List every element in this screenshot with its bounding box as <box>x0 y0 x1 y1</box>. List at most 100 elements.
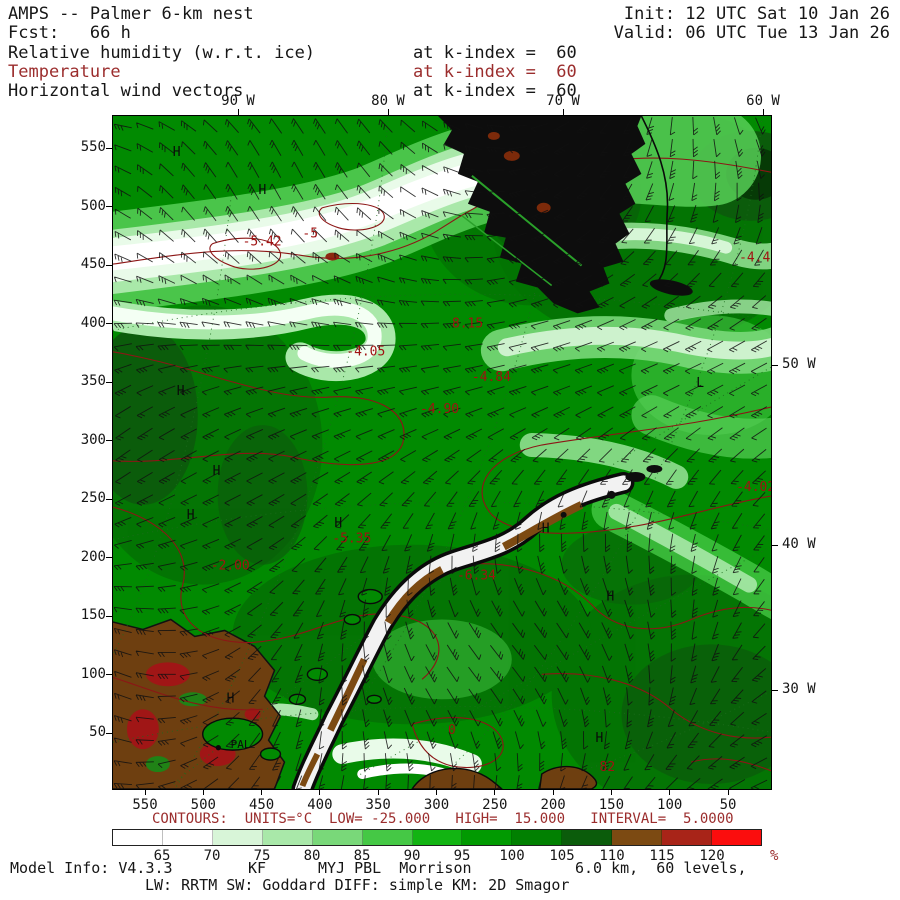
axis-tick <box>237 109 239 115</box>
axis-tick <box>552 790 554 795</box>
colorbar-cell <box>162 830 213 845</box>
contour-value-label: -5.35 <box>332 532 371 547</box>
colorbar-cell <box>262 830 313 845</box>
contour-value-label: -2.00 <box>211 559 250 574</box>
axis-tick <box>106 674 112 675</box>
contour-value-label: 0 <box>448 723 456 738</box>
model-info-segment: 6.0 km, 60 levels, <box>575 859 747 877</box>
axis-tick <box>610 790 612 795</box>
axis-tick <box>202 790 204 795</box>
colorbar-tick-label: 120 <box>699 848 725 864</box>
y-axis-label: 200 <box>80 548 106 565</box>
contour-value-label: -4.90 <box>420 402 459 417</box>
colorbar-cell <box>612 830 663 845</box>
axis-tick <box>106 381 112 383</box>
axis-tick <box>106 440 112 441</box>
x-axis-label: 150 <box>598 797 625 813</box>
top-longitude-label: 80 W <box>371 93 405 109</box>
top-longitude-label: 90 W <box>221 93 255 109</box>
axis-tick <box>106 732 112 734</box>
axis-tick <box>377 790 379 795</box>
field-level-label: at k-index = 60 <box>413 43 577 63</box>
axis-tick <box>106 147 112 149</box>
axis-tick <box>494 790 496 795</box>
axis-tick <box>436 790 437 795</box>
map-panel: H H -5 -5.42 8.15 -4.84 -4.05 -4.90 H H H H -5.35 -2.… <box>112 115 772 790</box>
colorbar-tick-label: 100 <box>499 848 525 864</box>
field-label: Temperature <box>8 62 121 82</box>
colorbar <box>112 829 762 846</box>
top-longitude-label: 60 W <box>746 93 780 109</box>
map-svg: HH-5-5.428.15-4.84-4.05-4.90HHHH-5.35-2.… <box>113 116 771 789</box>
colorbar-cell <box>212 830 263 845</box>
colorbar-tick-label: 105 <box>549 848 575 864</box>
humidity-shading <box>113 116 771 789</box>
x-axis-label: 450 <box>248 797 275 813</box>
pressure-extremum-label: L <box>696 376 704 391</box>
model-info-segment: MYJ PBL Morrison <box>318 859 472 877</box>
colorbar-cell <box>312 830 363 845</box>
axis-tick <box>319 790 321 795</box>
colorbar-tick-label: 110 <box>599 848 625 864</box>
pressure-extremum-label: H <box>259 183 267 198</box>
field-level-label: at k-index = 60 <box>413 62 577 82</box>
pressure-extremum-label: H <box>177 384 185 399</box>
model-info-segment: KF <box>248 859 267 877</box>
physics-info: LW: RRTM SW: Goddard DIFF: simple KM: 2D… <box>145 876 570 894</box>
y-axis-label: 300 <box>80 431 106 448</box>
x-axis-label: 250 <box>482 797 508 813</box>
colorbar-tick-label: 85 <box>353 848 371 864</box>
colorbar-tick-label: 65 <box>153 848 171 864</box>
coastline <box>202 116 693 789</box>
station-marker: ● <box>216 743 222 753</box>
axis-tick <box>106 615 112 617</box>
axis-tick <box>772 689 778 691</box>
y-axis-label: 350 <box>80 373 106 389</box>
axis-tick <box>106 498 112 500</box>
field-label: Horizontal wind vectors <box>8 81 244 101</box>
x-axis-label: 550 <box>132 797 158 813</box>
y-axis-label: 150 <box>80 607 106 623</box>
axis-tick <box>669 790 671 795</box>
pressure-extremum-label: H <box>607 590 615 605</box>
contour-value-label: -4.49 <box>739 251 771 266</box>
right-longitude-label: 40 W <box>782 536 816 552</box>
colorbar-cell <box>412 830 463 845</box>
axis-tick <box>727 790 729 795</box>
axis-tick <box>261 790 263 795</box>
x-axis-label: 100 <box>657 797 683 813</box>
colorbar-tick-label: 70 <box>203 848 221 864</box>
colorbar-tick-label: 75 <box>253 848 271 864</box>
forecast-hour: Fcst: 66 h <box>8 23 131 43</box>
valid-time: Valid: 06 UTC Tue 13 Jan 26 <box>613 23 890 43</box>
contour-value-label: -4.05 <box>346 344 385 359</box>
contour-value-label: -4.84 <box>472 370 511 385</box>
colorbar-cell <box>562 830 613 845</box>
axis-tick <box>562 109 564 115</box>
init-time: Init: 12 UTC Sat 10 Jan 26 <box>623 4 890 24</box>
pressure-extremum-label: H <box>213 464 221 479</box>
wind-barb-path <box>113 116 768 789</box>
top-longitude-label: 70 W <box>546 93 580 109</box>
axis-tick <box>762 109 764 115</box>
colorbar-cell <box>712 830 761 845</box>
axis-tick <box>772 364 778 366</box>
axis-tick <box>106 206 112 207</box>
colorbar-cell <box>113 830 163 845</box>
colorbar-title: CONTOURS: UNITS=°C LOW= -25.000 HIGH= 15… <box>152 811 734 827</box>
x-axis-label: 400 <box>307 797 333 813</box>
pressure-extremum-label: H <box>542 522 550 537</box>
y-axis-label: 450 <box>80 256 106 272</box>
field-label: Relative humidity (w.r.t. ice) <box>8 43 316 63</box>
contour-value-label: -6.34 <box>457 569 496 584</box>
plot-title: AMPS -- Palmer 6-km nest <box>8 4 254 24</box>
contour-value-label: -5.42 <box>243 235 282 250</box>
colorbar-unit-label: % <box>770 848 779 864</box>
pressure-extremum-label: H <box>187 508 195 523</box>
axis-tick <box>106 323 112 324</box>
axis-tick <box>106 557 112 558</box>
colorbar-cell <box>462 830 513 845</box>
pressure-extremum-label: H <box>227 691 235 706</box>
x-axis-label: 500 <box>190 797 216 813</box>
